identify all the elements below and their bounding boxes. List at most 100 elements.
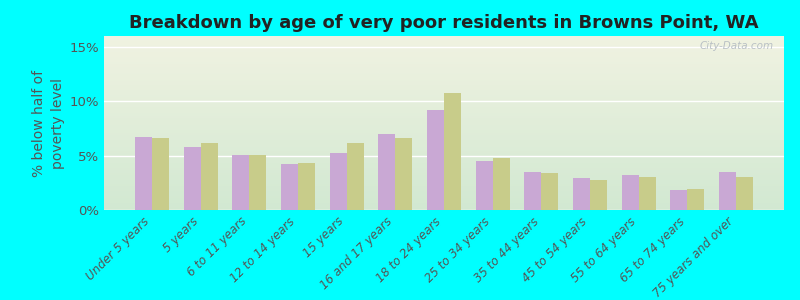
Bar [104,38,784,40]
Bar [104,118,784,119]
Bar [104,184,784,186]
Bar [590,179,607,210]
Bar [104,104,784,106]
Bar [104,76,784,78]
Bar [104,191,784,193]
Bar [104,134,784,135]
Bar [201,142,218,210]
Bar [104,160,784,161]
Bar [622,175,638,210]
Bar [104,40,784,41]
Bar [104,90,784,92]
Bar [232,154,250,210]
Bar [104,88,784,90]
Y-axis label: % below half of
poverty level: % below half of poverty level [32,69,66,177]
Bar [104,149,784,151]
Bar [330,154,346,210]
Title: Breakdown by age of very poor residents in Browns Point, WA: Breakdown by age of very poor residents … [130,14,758,32]
Bar [104,78,784,80]
Bar [104,153,784,154]
Bar [104,188,784,189]
Bar [104,165,784,167]
Bar [104,112,784,114]
Bar [104,111,784,112]
Bar [104,146,784,147]
Bar [104,147,784,149]
Bar [104,48,784,50]
Bar [104,116,784,118]
Bar [104,167,784,168]
Bar [104,67,784,69]
Bar [104,144,784,146]
Bar [104,128,784,130]
Bar [104,203,784,205]
Bar [104,142,784,144]
Bar [104,66,784,67]
Bar [104,43,784,45]
Bar [104,175,784,177]
Bar [104,62,784,64]
Bar [183,147,201,210]
Bar [104,55,784,57]
Bar [104,137,784,139]
Bar [493,158,510,210]
Bar [104,151,784,153]
Bar [104,114,784,116]
Bar [104,196,784,198]
Bar [104,86,784,88]
Bar [104,205,784,206]
Bar [104,80,784,81]
Bar [104,163,784,165]
Bar [104,46,784,48]
Bar [104,182,784,184]
Bar [104,107,784,109]
Bar [736,177,753,210]
Bar [104,161,784,163]
Bar [104,127,784,128]
Bar [638,177,656,210]
Bar [104,58,784,60]
Bar [104,156,784,158]
Bar [104,53,784,55]
Bar [395,138,412,210]
Bar [104,123,784,125]
Bar [104,95,784,97]
Bar [104,93,784,95]
Bar [104,81,784,83]
Bar [104,177,784,179]
Bar [104,83,784,85]
Bar [104,41,784,43]
Bar [104,186,784,188]
Bar [104,206,784,208]
Bar [104,180,784,182]
Bar [104,97,784,99]
Bar [104,45,784,46]
Bar [104,52,784,53]
Bar [104,200,784,201]
Bar [104,125,784,127]
Bar [104,121,784,123]
Bar [476,161,493,210]
Bar [104,100,784,102]
Bar [104,193,784,194]
Bar [104,158,784,160]
Bar [687,189,705,210]
Bar [152,138,169,210]
Bar [670,190,687,210]
Bar [104,198,784,200]
Bar [104,173,784,175]
Bar [104,140,784,142]
Bar [104,201,784,203]
Bar [719,172,736,210]
Bar [104,172,784,173]
Bar [104,154,784,156]
Bar [542,173,558,210]
Bar [104,36,784,38]
Bar [250,154,266,210]
Bar [298,163,315,210]
Bar [104,85,784,86]
Bar [427,110,444,210]
Bar [524,172,542,210]
Bar [104,132,784,134]
Bar [104,64,784,66]
